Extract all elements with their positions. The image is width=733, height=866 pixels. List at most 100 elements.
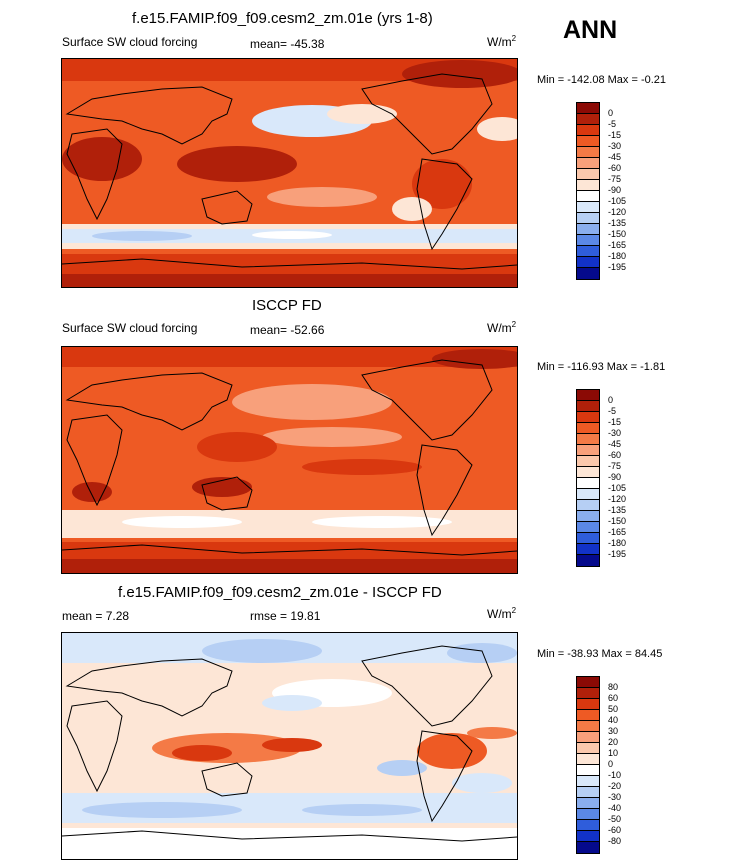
panel3-cbar-box xyxy=(577,831,599,842)
panel2-cbar-box xyxy=(577,412,599,423)
panel2-colorbar-tick-label: -15 xyxy=(608,417,622,427)
panel3-colorbar-tick-label: 20 xyxy=(608,737,619,747)
panel2-colorbar-tick-label: -45 xyxy=(608,439,622,449)
panel2-cbar-box xyxy=(577,489,599,500)
panel2-colorbar-tick-label: -180 xyxy=(608,538,627,548)
panel1-field-spac xyxy=(267,187,377,207)
panel1-colorbar-tick-label: -165 xyxy=(608,240,627,250)
panel1-field-warmpool xyxy=(177,146,297,182)
panel1-colorbar-tick-label: -195 xyxy=(608,262,627,272)
panel1-minmax: Min = -142.08 Max = -0.21 xyxy=(537,74,667,86)
panel1-field-antarctic2 xyxy=(62,274,517,287)
panel3-units: W/m2 xyxy=(487,606,516,621)
panel2-cbar-box xyxy=(577,467,599,478)
panel2-units: W/m2 xyxy=(487,320,516,335)
panel2-samerica-outline xyxy=(416,444,473,537)
panel2-colorbar-tick-label: -75 xyxy=(608,461,622,471)
panel3-cbar-box xyxy=(577,820,599,831)
panel1-colorbar-tick-label: -150 xyxy=(608,229,627,239)
panel1-namerica xyxy=(361,73,493,155)
panel3-field-wpac xyxy=(262,738,322,752)
panel2-eurasia xyxy=(65,372,233,431)
panel2-colorbar-tick-label: -195 xyxy=(608,549,627,559)
panel1-cbar-box xyxy=(577,191,599,202)
panel2-cbar-box xyxy=(577,511,599,522)
panel1-field-natl xyxy=(477,117,517,141)
panel2-mean-label: mean= -52.66 xyxy=(250,323,325,337)
panel3-field-maritime xyxy=(172,745,232,761)
panel2-field-nh-hi xyxy=(62,347,517,367)
panel1-cbar-box xyxy=(577,158,599,169)
panel1-field-so-white xyxy=(252,231,332,239)
panel3-minmax: Min = -38.93 Max = 84.45 xyxy=(537,648,663,660)
panel1-cbar-box xyxy=(577,180,599,191)
panel3-mean-label: mean = 7.28 xyxy=(62,609,130,623)
panel1-field-samerica xyxy=(412,159,472,209)
panel3-field-amazon xyxy=(417,733,487,769)
panel1-cbar-box xyxy=(577,125,599,136)
panel1-cbar-box xyxy=(577,103,599,114)
panel1-field-peru xyxy=(392,197,432,221)
panel2-cbar-box xyxy=(577,555,599,566)
panel2-field-australia xyxy=(192,477,252,497)
panel3-colorbar xyxy=(576,676,600,854)
panel1-colorbar-tick-label: -60 xyxy=(608,163,622,173)
panel3-colorbar-tick-label: -40 xyxy=(608,803,622,813)
panel3-colorbar-tick-label: -10 xyxy=(608,770,622,780)
panel3-colorbar-tick-label: -60 xyxy=(608,825,622,835)
panel3-rmse-label: rmse = 19.81 xyxy=(250,609,321,623)
panel2-colorbar-tick-label: -30 xyxy=(608,428,622,438)
panel2-map xyxy=(61,346,518,574)
panel1-colorbar-tick-label: -120 xyxy=(608,207,627,217)
panel1-cbar-box xyxy=(577,136,599,147)
panel3-colorbar-tick-label: 60 xyxy=(608,693,619,703)
panel1-map xyxy=(61,58,518,288)
panel2-coastlines xyxy=(62,359,517,556)
panel3-cbar-box xyxy=(577,710,599,721)
panel3-field-eqpac-blue xyxy=(377,760,427,776)
panel3-colorbar-tick-label: 80 xyxy=(608,682,619,692)
panel2-namerica xyxy=(361,359,493,441)
panel2-units-sup: 2 xyxy=(511,320,517,329)
panel1-title: f.e15.FAMIP.f09_f09.cesm2_zm.01e (yrs 1-… xyxy=(132,10,433,27)
panel1-map-svg xyxy=(62,59,517,287)
panel2-cbar-box xyxy=(577,544,599,555)
panel3-antarctica xyxy=(62,830,517,842)
panel3-field-so-blue2 xyxy=(302,804,422,816)
panel3-samerica-outline xyxy=(416,730,473,823)
panel1-cbar-box xyxy=(577,257,599,268)
panel2-minmax: Min = -116.93 Max = -1.81 xyxy=(537,361,666,373)
panel1-colorbar-tick-label: 0 xyxy=(608,108,614,118)
panel1-australia xyxy=(201,190,253,225)
panel2-colorbar-tick-label: -150 xyxy=(608,516,627,526)
panel1-field-africa xyxy=(62,137,142,181)
panel3-colorbar-tick-label: 30 xyxy=(608,726,619,736)
panel1-cbar-box xyxy=(577,235,599,246)
panel2-cbar-box xyxy=(577,500,599,511)
panel1-units-text: W/m xyxy=(487,35,512,49)
panel3-field-so-blue1 xyxy=(82,802,242,818)
panel2-antarctica xyxy=(62,544,517,556)
panel2-cbar-box xyxy=(577,456,599,467)
panel3-colorbar-tick-label: 50 xyxy=(608,704,619,714)
panel1-cbar-box xyxy=(577,114,599,125)
panel1-cbar-box xyxy=(577,202,599,213)
panel2-colorbar-tick-label: -120 xyxy=(608,494,627,504)
panel3-units-sup: 2 xyxy=(511,606,517,615)
panel3-colorbar-tick-label: 40 xyxy=(608,715,619,725)
panel3-field-atl-itcz xyxy=(467,727,517,739)
panel2-colorbar-tick-label: -105 xyxy=(608,483,627,493)
panel3-cbar-box xyxy=(577,699,599,710)
panel2-cbar-box xyxy=(577,522,599,533)
panel1-colorbar-tick-label: -105 xyxy=(608,196,627,206)
panel1-units-sup: 2 xyxy=(511,34,517,43)
panel1-colorbar xyxy=(576,102,600,280)
panel1-colorbar-tick-label: -15 xyxy=(608,130,622,140)
panel3-cbar-box xyxy=(577,809,599,820)
panel1-colorbar-tick-label: -135 xyxy=(608,218,627,228)
panel1-colorbar-tick-label: -5 xyxy=(608,119,617,129)
panel2-cbar-box xyxy=(577,478,599,489)
panel1-colorbar-tick-label: -180 xyxy=(608,251,627,261)
panel3-cbar-box xyxy=(577,776,599,787)
panel3-cbar-box xyxy=(577,688,599,699)
